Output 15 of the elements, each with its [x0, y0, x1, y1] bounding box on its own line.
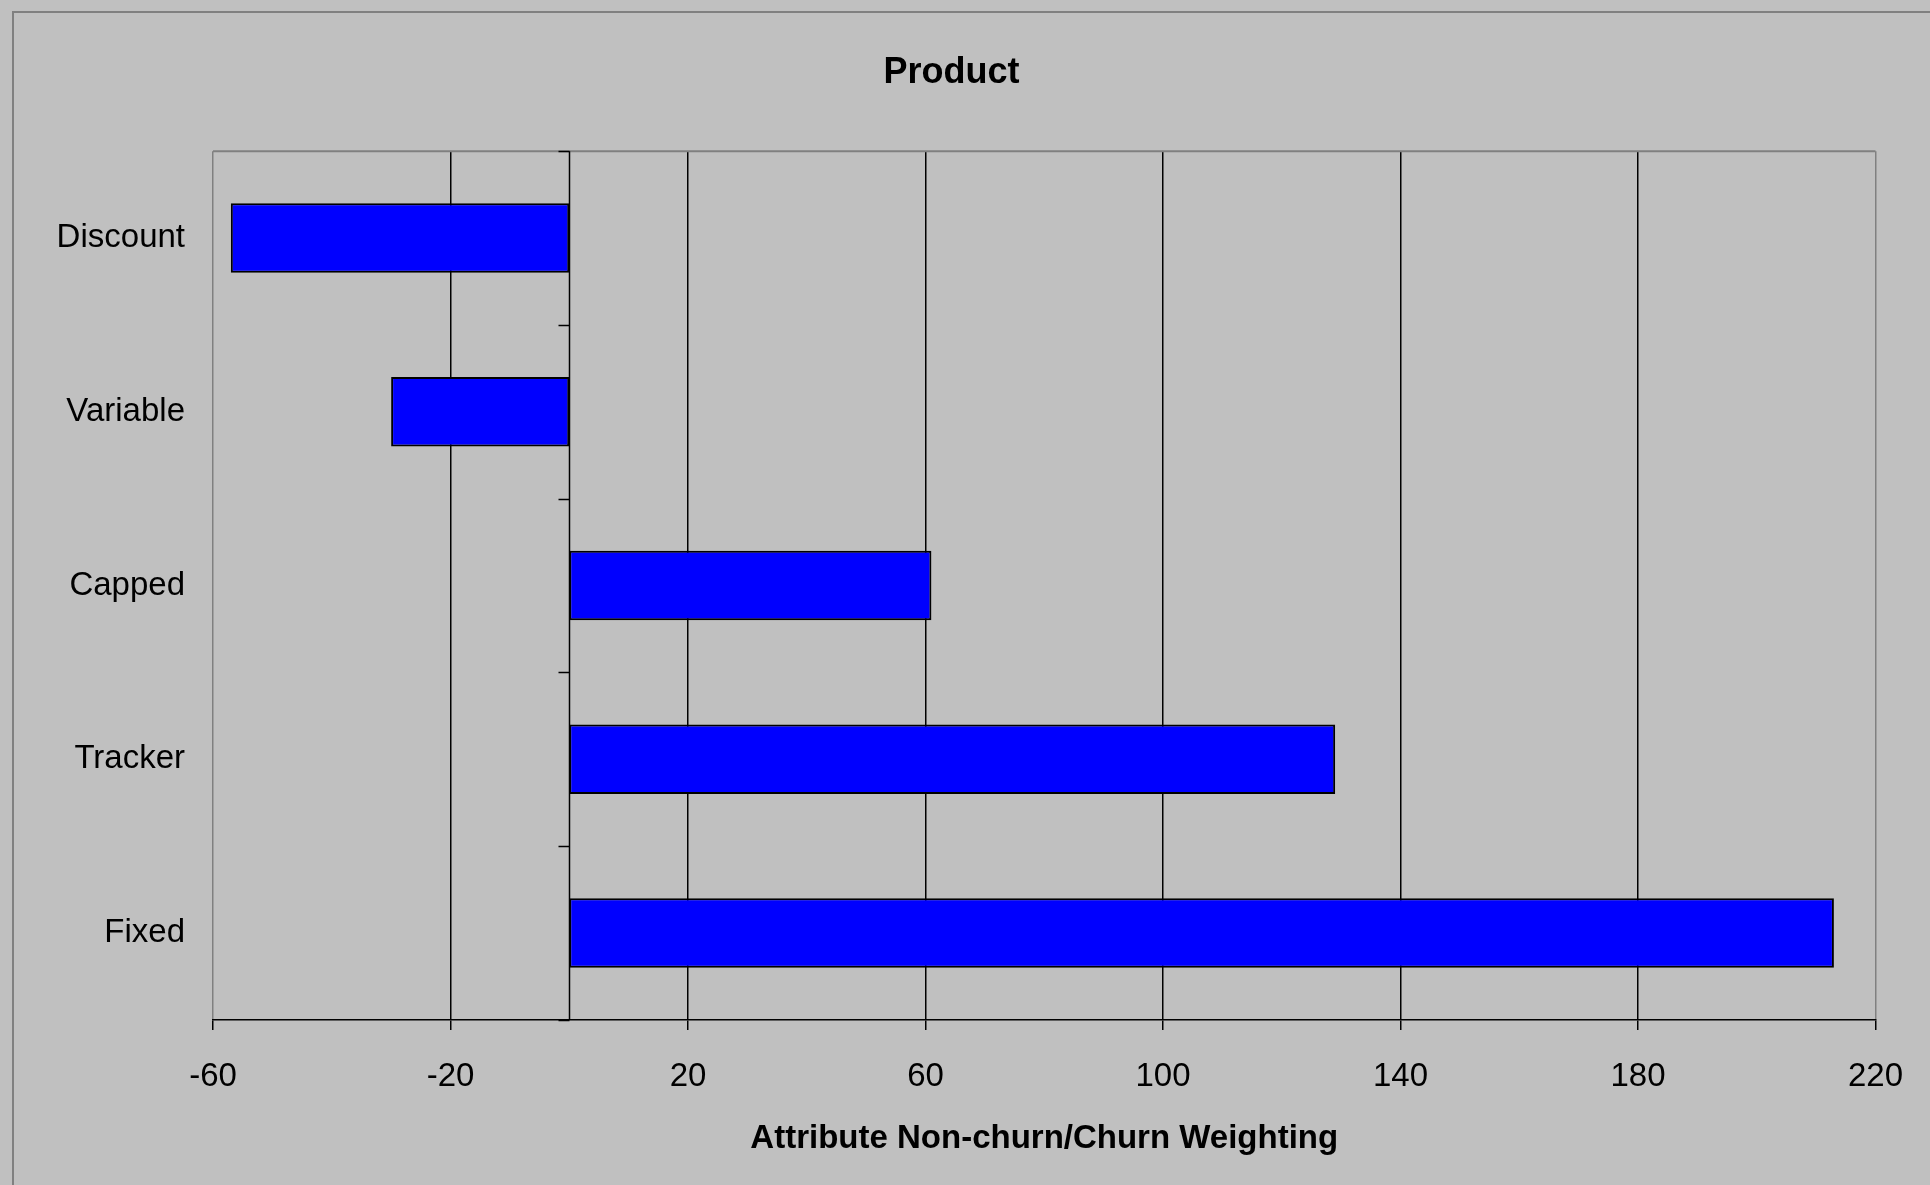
y-tick-label: Tracker [74, 738, 185, 776]
x-tick-label: 60 [907, 1055, 944, 1093]
x-tick-label: 180 [1610, 1055, 1666, 1093]
x-tick-label: -20 [426, 1055, 475, 1093]
y-tick-label: Fixed [104, 912, 185, 950]
y-tick-label: Discount [56, 217, 185, 255]
x-tick-label: 220 [1847, 1055, 1903, 1093]
y-tick-label: Capped [69, 564, 185, 602]
x-tick-label: 20 [669, 1055, 707, 1093]
x-axis-title: Attribute Non-churn/Churn Weighting [750, 1118, 1339, 1156]
x-tick-label: 140 [1372, 1055, 1429, 1093]
y-tick-label: Variable [66, 390, 185, 428]
x-tick-label: 100 [1135, 1055, 1191, 1093]
x-tick-label: -60 [189, 1055, 237, 1093]
chart-title: Product [883, 49, 1020, 91]
